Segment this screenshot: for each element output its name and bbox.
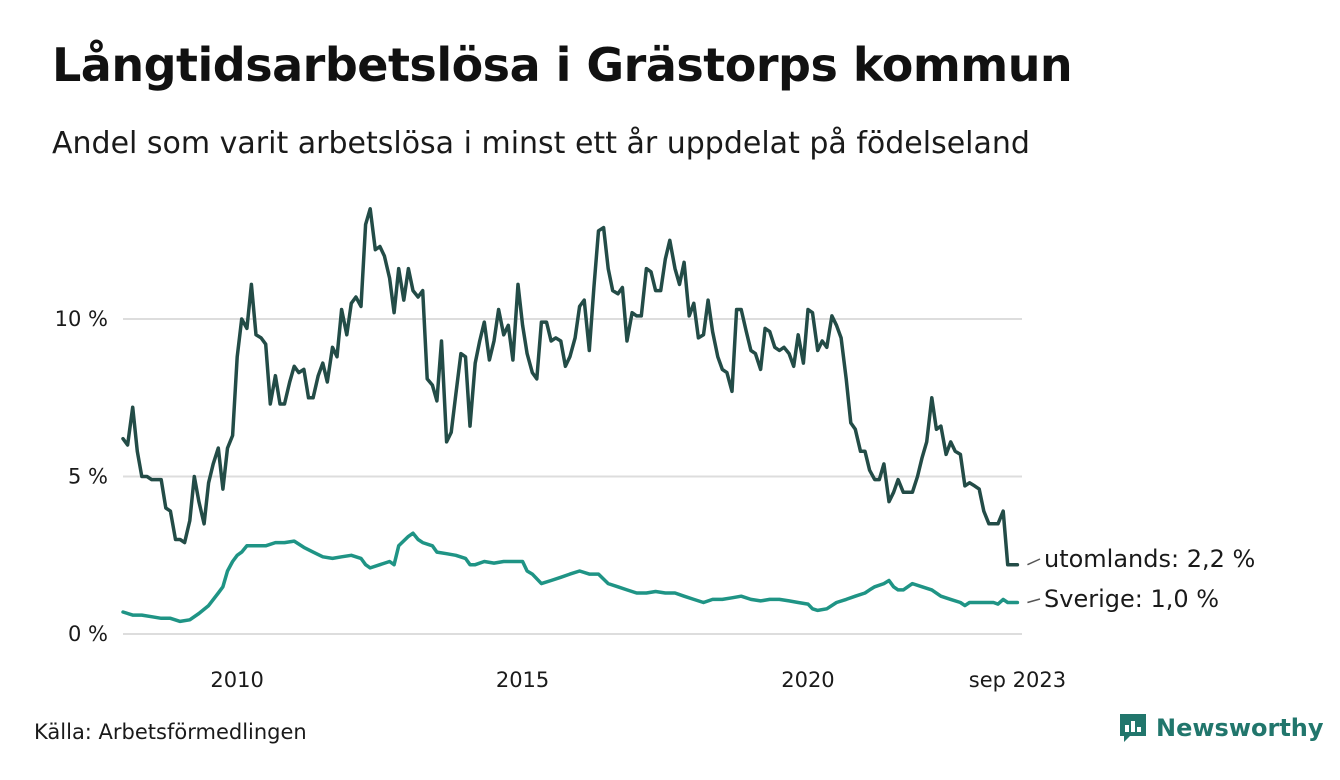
x-tick-label: 2020 [781, 668, 834, 692]
x-tick-label: 2015 [496, 668, 549, 692]
y-tick-label: 0 % [68, 622, 108, 646]
brand-name: Newsworthy [1156, 714, 1324, 742]
y-axis-labels: 0 % 5 % 10 % [55, 307, 108, 646]
series-end-label-utomlands: utomlands: 2,2 % [1044, 545, 1255, 573]
series-end-labels: utomlands: 2,2 % Sverige: 1,0 % [1027, 545, 1255, 613]
end-label-leader [1027, 598, 1041, 604]
x-tick-label: 2010 [210, 668, 263, 692]
chart-title: Långtidsarbetslösa i Grästorps kommun [52, 38, 1073, 92]
chart-subtitle: Andel som varit arbetslösa i minst ett å… [52, 126, 1030, 161]
series-lines [121, 207, 1020, 624]
x-axis-labels: 2010 2015 2020 sep 2023 [210, 668, 1066, 692]
source-credit: Källa: Arbetsförmedlingen [34, 720, 307, 744]
y-tick-label: 10 % [55, 307, 108, 331]
end-label-leader [1027, 558, 1041, 566]
y-tick-label: 5 % [68, 465, 108, 489]
x-tick-label: sep 2023 [969, 668, 1066, 692]
newsworthy-chart-icon [1120, 714, 1146, 742]
series-end-label-sverige: Sverige: 1,0 % [1044, 585, 1219, 613]
series-line-sverige [121, 531, 1020, 624]
series-line-utomlands [121, 207, 1020, 567]
newsworthy-logo: Newsworthy [1118, 712, 1324, 744]
